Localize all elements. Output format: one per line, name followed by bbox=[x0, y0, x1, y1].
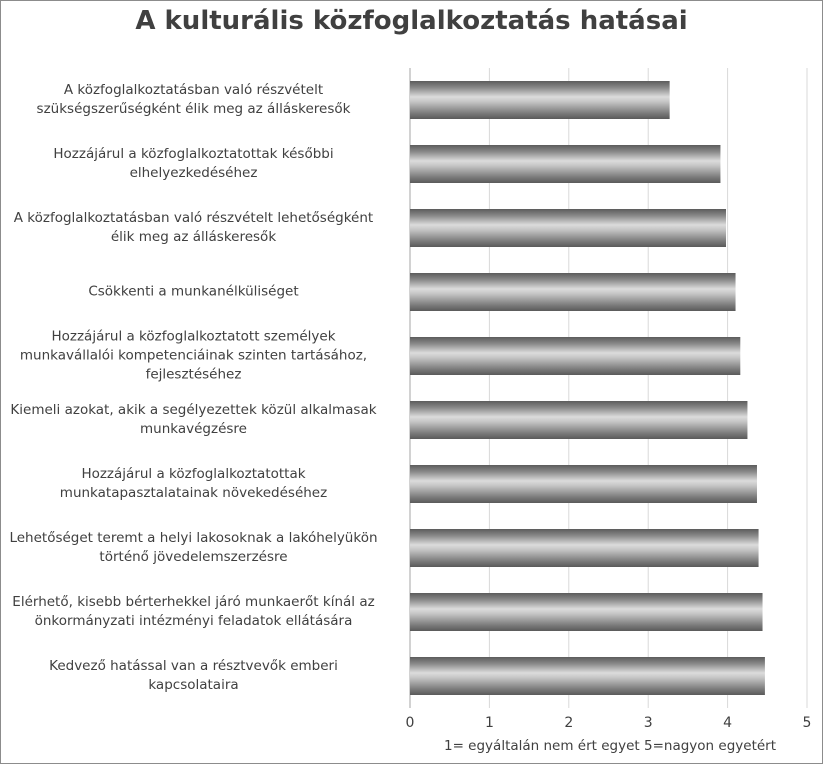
x-tick-labels: 0 1 2 3 4 5 bbox=[406, 715, 812, 731]
category-label: Kedvező hatással van a résztvevők emberi… bbox=[0, 657, 396, 695]
category-label: Hozzájárul a közfoglalkoztatottak munkata… bbox=[0, 465, 396, 503]
category-label-line: elhelyezkedéséhez bbox=[129, 165, 258, 181]
bar bbox=[410, 657, 765, 695]
x-tick-label: 3 bbox=[644, 715, 653, 731]
category-label-line: Hozzájárul a közfoglalkoztatottak később… bbox=[53, 146, 334, 162]
bar bbox=[410, 337, 741, 375]
category-label-line: munkavégzésre bbox=[140, 421, 247, 437]
category-label: A közfoglalkoztatásban való részvételt sz… bbox=[0, 81, 396, 119]
category-label-line: A közfoglalkoztatásban való részvételt bbox=[63, 82, 324, 98]
x-tick-label: 0 bbox=[406, 715, 415, 731]
category-label-line: Kiemeli azokat, akik a segélyezettek köz… bbox=[10, 402, 377, 418]
chart-title: A kulturális közfoglalkoztatás hatásai bbox=[135, 6, 688, 36]
bar bbox=[410, 401, 748, 439]
category-label-line: önkormányzati intézményi feladatok ellát… bbox=[34, 613, 353, 629]
category-label-line: Elérhető, kisebb bérterhekkel járó munka… bbox=[12, 594, 375, 610]
category-label-line: szükségszerűségként élik meg az állásker… bbox=[36, 101, 351, 117]
bar bbox=[410, 145, 721, 183]
category-label: Csökkenti a munkanélküliséget bbox=[0, 283, 396, 302]
category-label-line: élik meg az álláskeresők bbox=[110, 229, 277, 245]
category-label-line: Kedvező hatással van a résztvevők emberi bbox=[49, 658, 338, 674]
category-label-line: kapcsolataira bbox=[148, 677, 239, 693]
category-label-line: Hozzájárul a közfoglalkoztatottak bbox=[81, 466, 306, 482]
x-tick-label: 2 bbox=[564, 715, 573, 731]
bar bbox=[410, 273, 736, 311]
x-tick-label: 4 bbox=[723, 715, 732, 731]
category-label-line: munkavállalói kompetenciáinak szinten ta… bbox=[19, 347, 368, 364]
bars bbox=[410, 81, 765, 695]
category-label-line: fejlesztéséhez bbox=[145, 366, 242, 383]
category-label: Lehetőséget teremt a helyi lakosoknak a … bbox=[0, 529, 396, 567]
bar bbox=[410, 529, 759, 567]
x-tick-label: 1 bbox=[485, 715, 494, 731]
category-label: A közfoglalkoztatásban való részvételt l… bbox=[0, 209, 396, 247]
bar bbox=[410, 465, 757, 503]
category-label-line: A közfoglalkoztatásban való részvételt l… bbox=[13, 210, 374, 226]
category-label-line: Lehetőséget teremt a helyi lakosoknak a … bbox=[9, 530, 378, 546]
bar bbox=[410, 593, 763, 631]
category-label: Kiemeli azokat, akik a segélyezettek köz… bbox=[0, 401, 396, 439]
category-label-line: munkatapasztalatainak növekedéséhez bbox=[59, 485, 328, 501]
category-label: Elérhető, kisebb bérterhekkel járó munka… bbox=[0, 593, 396, 631]
category-label-line: történő jövedelemszerzésre bbox=[99, 549, 288, 565]
bar bbox=[410, 81, 670, 119]
x-tick-label: 5 bbox=[803, 715, 812, 731]
x-axis-label: 1= egyáltalán nem ért egyet 5=nagyon egy… bbox=[443, 738, 777, 754]
category-label: Hozzájárul a közfoglalkoztatottak később… bbox=[0, 145, 396, 183]
category-label: Hozzájárul a közfoglalkoztatott személye… bbox=[0, 328, 396, 385]
bar bbox=[410, 209, 727, 247]
category-label-line: Csökkenti a munkanélküliséget bbox=[88, 283, 299, 300]
category-label-line: Hozzájárul a közfoglalkoztatott személye… bbox=[51, 328, 336, 345]
